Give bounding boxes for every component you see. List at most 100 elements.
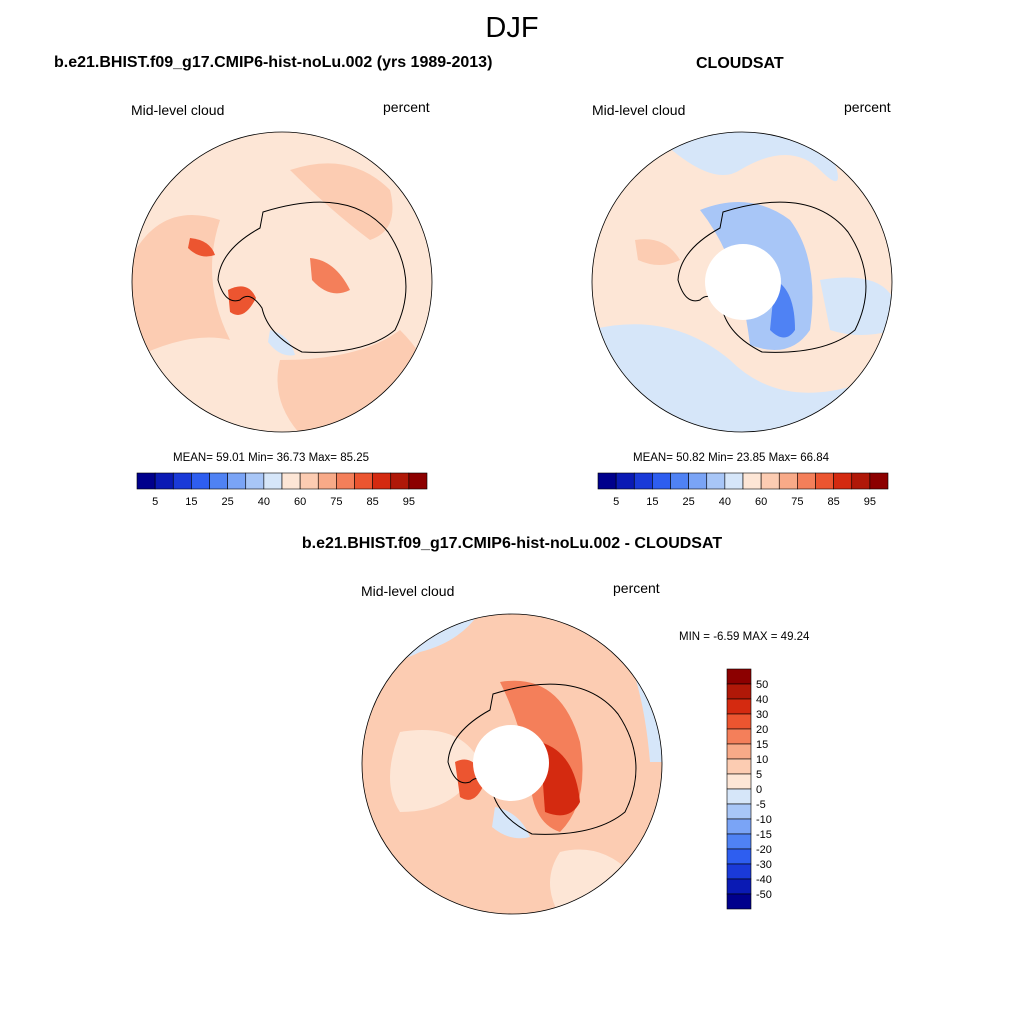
model-max-value: 85.25 xyxy=(340,452,370,464)
diff-peak-east xyxy=(540,742,580,816)
diff-colorbar-tick-label: -30 xyxy=(756,859,772,871)
obs-colorbar-box xyxy=(833,472,853,490)
model-mean-value: 59.01 xyxy=(216,452,245,464)
obs-colorbar-box xyxy=(778,472,798,490)
diff-colorbar-box xyxy=(726,863,752,880)
model-colorbar-box xyxy=(136,472,156,490)
diff-colorbar-tick-label: -50 xyxy=(756,889,772,901)
obs-colorbar-tick-label: 85 xyxy=(828,496,840,508)
figure-title: DJF xyxy=(485,12,539,44)
diff-variable-label: Mid-level cloud xyxy=(361,583,455,599)
obs-coastline xyxy=(677,201,867,353)
obs-mean-value: 50.82 xyxy=(676,452,705,464)
model-colorbar-box xyxy=(191,472,210,490)
model-colorbar-box xyxy=(408,472,428,490)
diff-map-border xyxy=(361,613,663,915)
model-colorbar-box xyxy=(372,472,392,490)
obs-contour-north-blue xyxy=(650,132,838,182)
model-contour-blue-edge xyxy=(132,390,190,432)
obs-map-border xyxy=(591,131,893,433)
obs-colorbar-box xyxy=(851,472,871,490)
model-colorbar-box xyxy=(299,472,319,490)
model-colorbar-box xyxy=(390,472,410,490)
obs-colorbar-tick-label: 95 xyxy=(864,496,876,508)
model-colorbar-box xyxy=(154,472,174,490)
obs-colorbar: 5 15 25 40 60 75 85 95 xyxy=(597,472,889,508)
model-colorbar-box xyxy=(317,472,337,490)
diff-contour-south xyxy=(550,849,630,914)
diff-colorbar-box xyxy=(726,803,752,820)
diff-low-east xyxy=(630,662,662,762)
model-colorbar-tick-label: 75 xyxy=(330,496,342,508)
model-low-rossea xyxy=(268,330,295,356)
obs-colorbar-box xyxy=(615,472,635,490)
diff-max-label: MAX = xyxy=(742,631,778,643)
model-colorbar-box xyxy=(263,472,283,490)
diff-colorbar-box xyxy=(726,743,752,760)
obs-colorbar-box xyxy=(670,472,689,490)
diff-min-value: -6.59 xyxy=(713,631,740,643)
obs-colorbar-tick-label: 75 xyxy=(791,496,803,508)
model-stats: MEAN= 59.01 Min= 36.73 Max= 85.25 xyxy=(173,452,369,464)
diff-colorbar-box xyxy=(726,683,752,700)
obs-colorbar-tick-label: 5 xyxy=(613,496,619,508)
diff-polar-map xyxy=(361,613,663,915)
model-colorbar-tick-label: 25 xyxy=(222,496,234,508)
model-min-value: 36.73 xyxy=(276,452,306,464)
obs-colorbar-box xyxy=(797,472,816,490)
model-peak-peninsula xyxy=(188,238,215,257)
diff-contour-west xyxy=(390,730,480,812)
obs-stats: MEAN= 50.82 Min= 23.85 Max= 66.84 xyxy=(633,452,829,464)
model-colorbar: 5 15 25 40 60 75 85 95 xyxy=(136,472,428,508)
diff-colorbar-box xyxy=(726,848,752,865)
diff-colorbar-tick-label: 40 xyxy=(756,694,768,706)
model-colorbar-box xyxy=(245,472,265,490)
model-units-label: percent xyxy=(383,99,430,115)
obs-colorbar-box xyxy=(652,472,671,490)
diff-colorbar-tick-label: 5 xyxy=(756,769,762,781)
obs-panel-title: CLOUDSAT xyxy=(696,55,784,72)
obs-pole-hole xyxy=(705,244,781,320)
obs-colorbar-box xyxy=(597,472,617,490)
model-mean-label: MEAN= xyxy=(173,452,213,464)
diff-coastline xyxy=(447,683,637,835)
model-max-label: Max= xyxy=(308,452,338,464)
obs-colorbar-box xyxy=(760,472,780,490)
model-contour-north xyxy=(290,163,393,240)
model-colorbar-tick-label: 40 xyxy=(258,496,270,508)
model-peak-weddell xyxy=(228,286,256,315)
diff-colorbar-tick-label: 10 xyxy=(756,754,768,766)
diff-colorbar-box xyxy=(726,878,752,895)
obs-colorbar-tick-label: 40 xyxy=(719,496,731,508)
diff-colorbar-tick-label: 30 xyxy=(756,709,768,721)
obs-colorbar-box xyxy=(742,472,762,490)
diff-colorbar-tick-label: -20 xyxy=(756,844,772,856)
diff-low-rossea xyxy=(492,807,530,839)
diff-pole-hole xyxy=(473,725,549,801)
diff-colorbar-box xyxy=(726,758,752,775)
obs-variable-label: Mid-level cloud xyxy=(592,102,686,118)
diff-colorbar-box xyxy=(726,788,752,805)
model-colorbar-tick-label: 60 xyxy=(294,496,306,508)
model-colorbar-box xyxy=(336,472,355,490)
obs-contour-peninsula xyxy=(635,239,680,265)
obs-mean-label: MEAN= xyxy=(633,452,673,464)
diff-panel-title: b.e21.BHIST.f09_g17.CMIP6-hist-noLu.002 … xyxy=(301,535,723,552)
diff-colorbar-tick-label: -40 xyxy=(756,874,772,886)
model-colorbar-box xyxy=(227,472,247,490)
model-colorbar-box xyxy=(281,472,301,490)
diff-colorbar-tick-label: -15 xyxy=(756,829,772,841)
model-colorbar-box xyxy=(209,472,228,490)
diff-colorbar-tick-label: -5 xyxy=(756,799,766,811)
model-colorbar-tick-label: 5 xyxy=(152,496,158,508)
diff-colorbar-tick-label: 0 xyxy=(756,784,762,796)
obs-colorbar-tick-label: 25 xyxy=(683,496,695,508)
obs-min-value: 23.85 xyxy=(736,452,766,464)
diff-colorbar-tick-label: 50 xyxy=(756,679,768,691)
diff-colorbar-tick-label: 20 xyxy=(756,724,768,736)
model-colorbar-box xyxy=(172,472,192,490)
model-variable-label: Mid-level cloud xyxy=(131,102,225,118)
model-colorbar-tick-label: 85 xyxy=(367,496,379,508)
obs-colorbar-tick-label: 60 xyxy=(755,496,767,508)
